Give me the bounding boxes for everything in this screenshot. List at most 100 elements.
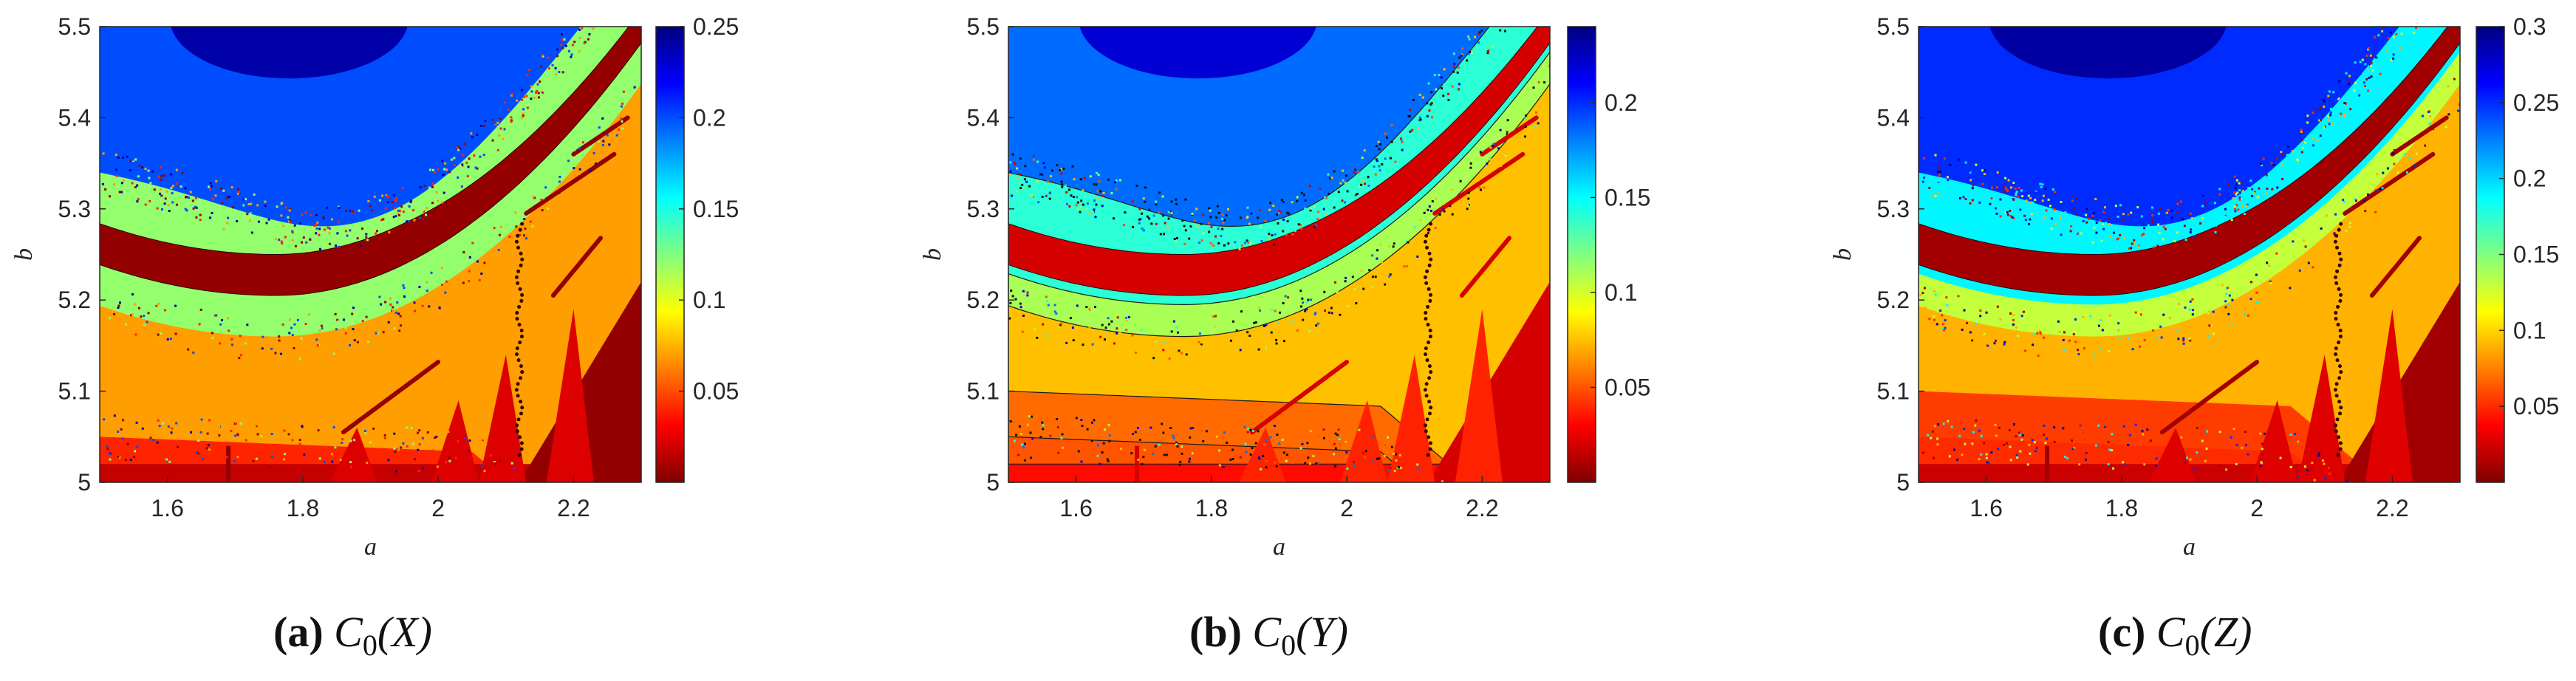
speckle <box>149 182 152 185</box>
streak-dot <box>518 287 522 291</box>
speckle <box>2064 211 2067 214</box>
speckle <box>2260 461 2263 463</box>
speckle <box>366 340 369 343</box>
speckle <box>2041 183 2044 186</box>
speckle <box>242 198 245 201</box>
speckle <box>1056 164 1059 167</box>
speckle <box>1049 434 1052 437</box>
streak-dot <box>2333 388 2337 392</box>
speckle <box>199 213 202 216</box>
speckle <box>1031 437 1034 440</box>
speckle <box>1467 546 1469 548</box>
speckle <box>1088 212 1091 215</box>
speckle <box>2072 208 2075 210</box>
speckle <box>1175 237 1178 239</box>
speckle <box>541 92 544 94</box>
speckle <box>1026 294 1029 297</box>
speckle <box>354 244 357 247</box>
speckle <box>1248 215 1251 218</box>
speckle <box>2306 472 2309 475</box>
speckle <box>533 79 536 82</box>
speckle <box>2224 215 2227 218</box>
speckle <box>1208 230 1211 233</box>
speckle <box>1272 243 1275 246</box>
speckle <box>2345 230 2348 233</box>
speckle <box>2031 439 2034 442</box>
speckle <box>1358 428 1361 431</box>
speckle <box>1265 324 1268 326</box>
speckle <box>1460 54 1463 57</box>
speckle <box>1010 290 1013 292</box>
speckle <box>2143 339 2146 342</box>
speckle <box>136 184 139 187</box>
speckle <box>2035 446 2038 449</box>
speckle <box>309 442 312 445</box>
speckle <box>573 41 576 44</box>
speckle <box>249 225 252 228</box>
speckle <box>2045 209 2048 212</box>
speckle <box>113 414 116 417</box>
speckle <box>1506 131 1509 134</box>
speckle <box>1102 192 1105 194</box>
speckle <box>1524 135 1526 138</box>
streak-dot <box>2335 245 2340 250</box>
speckle <box>450 158 453 161</box>
speckle <box>442 174 445 176</box>
speckle <box>1990 197 1993 199</box>
speckle <box>2039 182 2042 185</box>
speckle <box>1938 174 1941 177</box>
speckle <box>163 174 165 177</box>
speckle <box>617 128 620 131</box>
speckle <box>1376 457 1378 460</box>
streak-dot <box>2338 441 2343 445</box>
y-tick-label: 5 <box>78 469 91 496</box>
speckle <box>279 352 282 355</box>
speckle <box>1025 180 1028 183</box>
speckle <box>298 222 301 225</box>
speckle <box>515 225 518 228</box>
speckle <box>1085 306 1088 309</box>
speckle <box>2351 515 2354 517</box>
speckle <box>2162 225 2165 228</box>
speckle <box>438 433 441 436</box>
speckle <box>1096 190 1099 193</box>
speckle <box>328 242 331 245</box>
speckle <box>2244 213 2246 216</box>
speckle <box>2037 329 2040 332</box>
speckle <box>499 117 502 120</box>
speckle <box>2348 82 2350 85</box>
speckle <box>300 337 303 340</box>
speckle <box>1535 605 1537 607</box>
speckle <box>2337 97 2340 100</box>
speckle <box>1389 136 1392 139</box>
streak-dot <box>516 382 520 386</box>
speckle <box>352 328 355 331</box>
speckle <box>1524 589 1526 592</box>
speckle <box>1450 188 1453 191</box>
speckle <box>2312 266 2314 269</box>
speckle <box>336 232 339 235</box>
speckle <box>525 89 527 92</box>
speckle <box>1163 233 1165 236</box>
speckle <box>2348 79 2351 82</box>
speckle <box>419 216 421 219</box>
speckle <box>2235 443 2238 446</box>
speckle <box>106 445 109 448</box>
speckle <box>1363 149 1366 152</box>
speckle <box>2292 240 2295 243</box>
speckle <box>117 156 120 159</box>
speckle <box>2140 215 2143 218</box>
speckle <box>276 205 279 208</box>
speckle <box>199 308 202 311</box>
speckle <box>1975 163 1978 166</box>
speckle <box>2355 205 2358 208</box>
speckle <box>2063 348 2066 351</box>
speckle <box>253 193 256 196</box>
streak-dot <box>1428 329 1432 333</box>
speckle <box>304 211 307 214</box>
speckle <box>453 163 456 166</box>
speckle <box>402 284 405 287</box>
speckle <box>2419 575 2421 577</box>
speckle <box>468 439 471 442</box>
speckle <box>2061 225 2063 227</box>
